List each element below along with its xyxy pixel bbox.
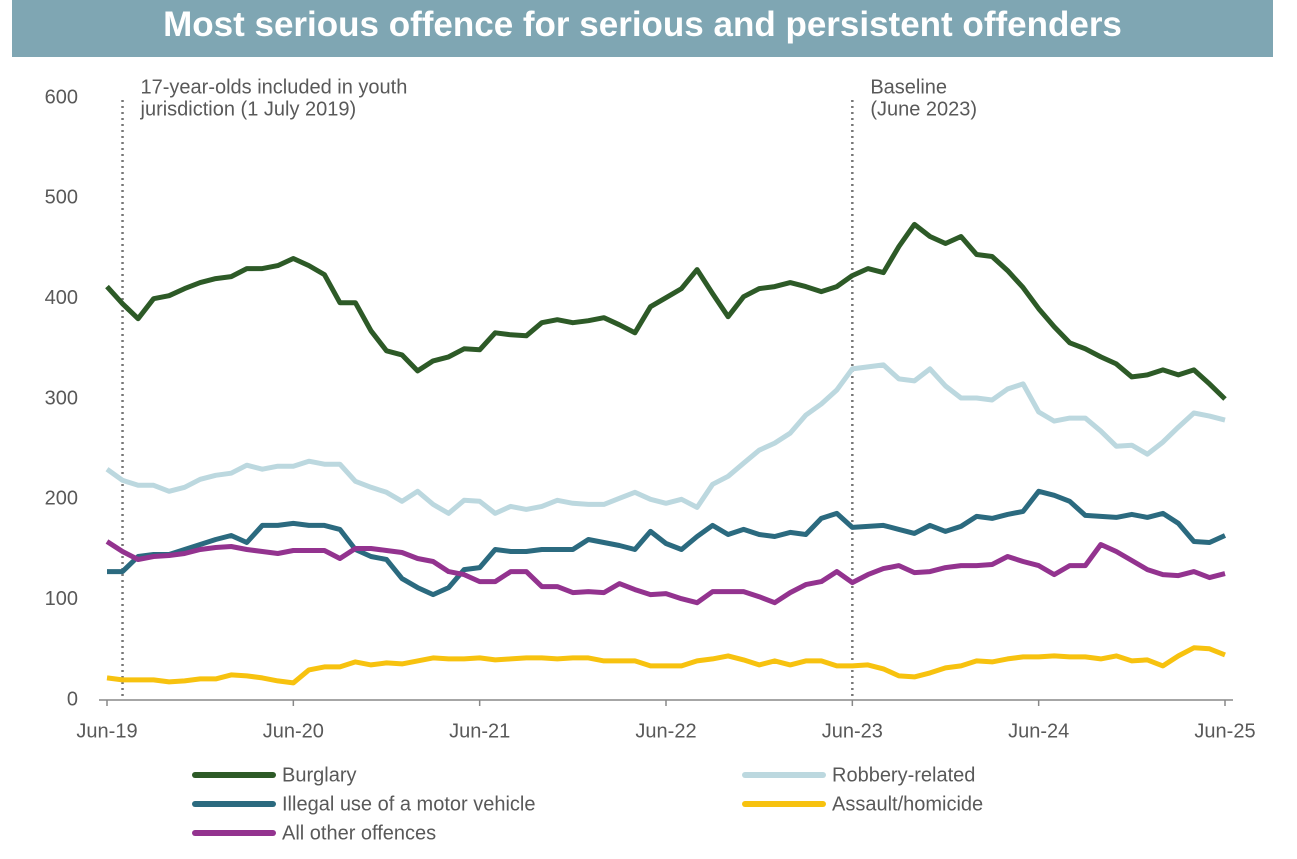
series-line <box>105 221 1227 401</box>
legend-label: Assault/homicide <box>832 793 983 815</box>
y-tick-label: 200 <box>45 488 78 510</box>
annotation-text: Baseline <box>870 76 947 98</box>
y-tick-label: 300 <box>45 387 78 409</box>
y-tick-label: 500 <box>45 187 78 209</box>
y-tick-label: 400 <box>45 287 78 309</box>
x-tick-label: Jun-23 <box>822 720 883 742</box>
x-tick-label: Jun-20 <box>263 720 324 742</box>
annotation-text: 17-year-olds included in youth <box>141 76 408 98</box>
series-line <box>105 539 1226 606</box>
annotation-text: jurisdiction (1 July 2019) <box>140 98 357 120</box>
annotation-text: (June 2023) <box>870 98 977 120</box>
x-tick-label: Jun-24 <box>1008 720 1069 742</box>
x-tick-label: Jun-21 <box>449 720 510 742</box>
chart-title: Most serious offence for serious and per… <box>12 0 1273 57</box>
legend-label: Robbery-related <box>832 764 975 786</box>
x-tick-label: Jun-19 <box>76 720 137 742</box>
y-tick-label: 600 <box>45 86 78 108</box>
legend-label: Burglary <box>282 764 356 786</box>
series-line <box>107 488 1227 598</box>
y-tick-label: 100 <box>45 588 78 610</box>
legend-label: Illegal use of a motor vehicle <box>282 793 535 815</box>
series-line <box>105 362 1226 516</box>
x-tick-label: Jun-22 <box>635 720 696 742</box>
y-tick-label: 0 <box>67 688 78 710</box>
x-tick-label: Jun-25 <box>1194 720 1255 742</box>
series-line <box>106 645 1226 686</box>
legend-label: All other offences <box>282 822 436 844</box>
